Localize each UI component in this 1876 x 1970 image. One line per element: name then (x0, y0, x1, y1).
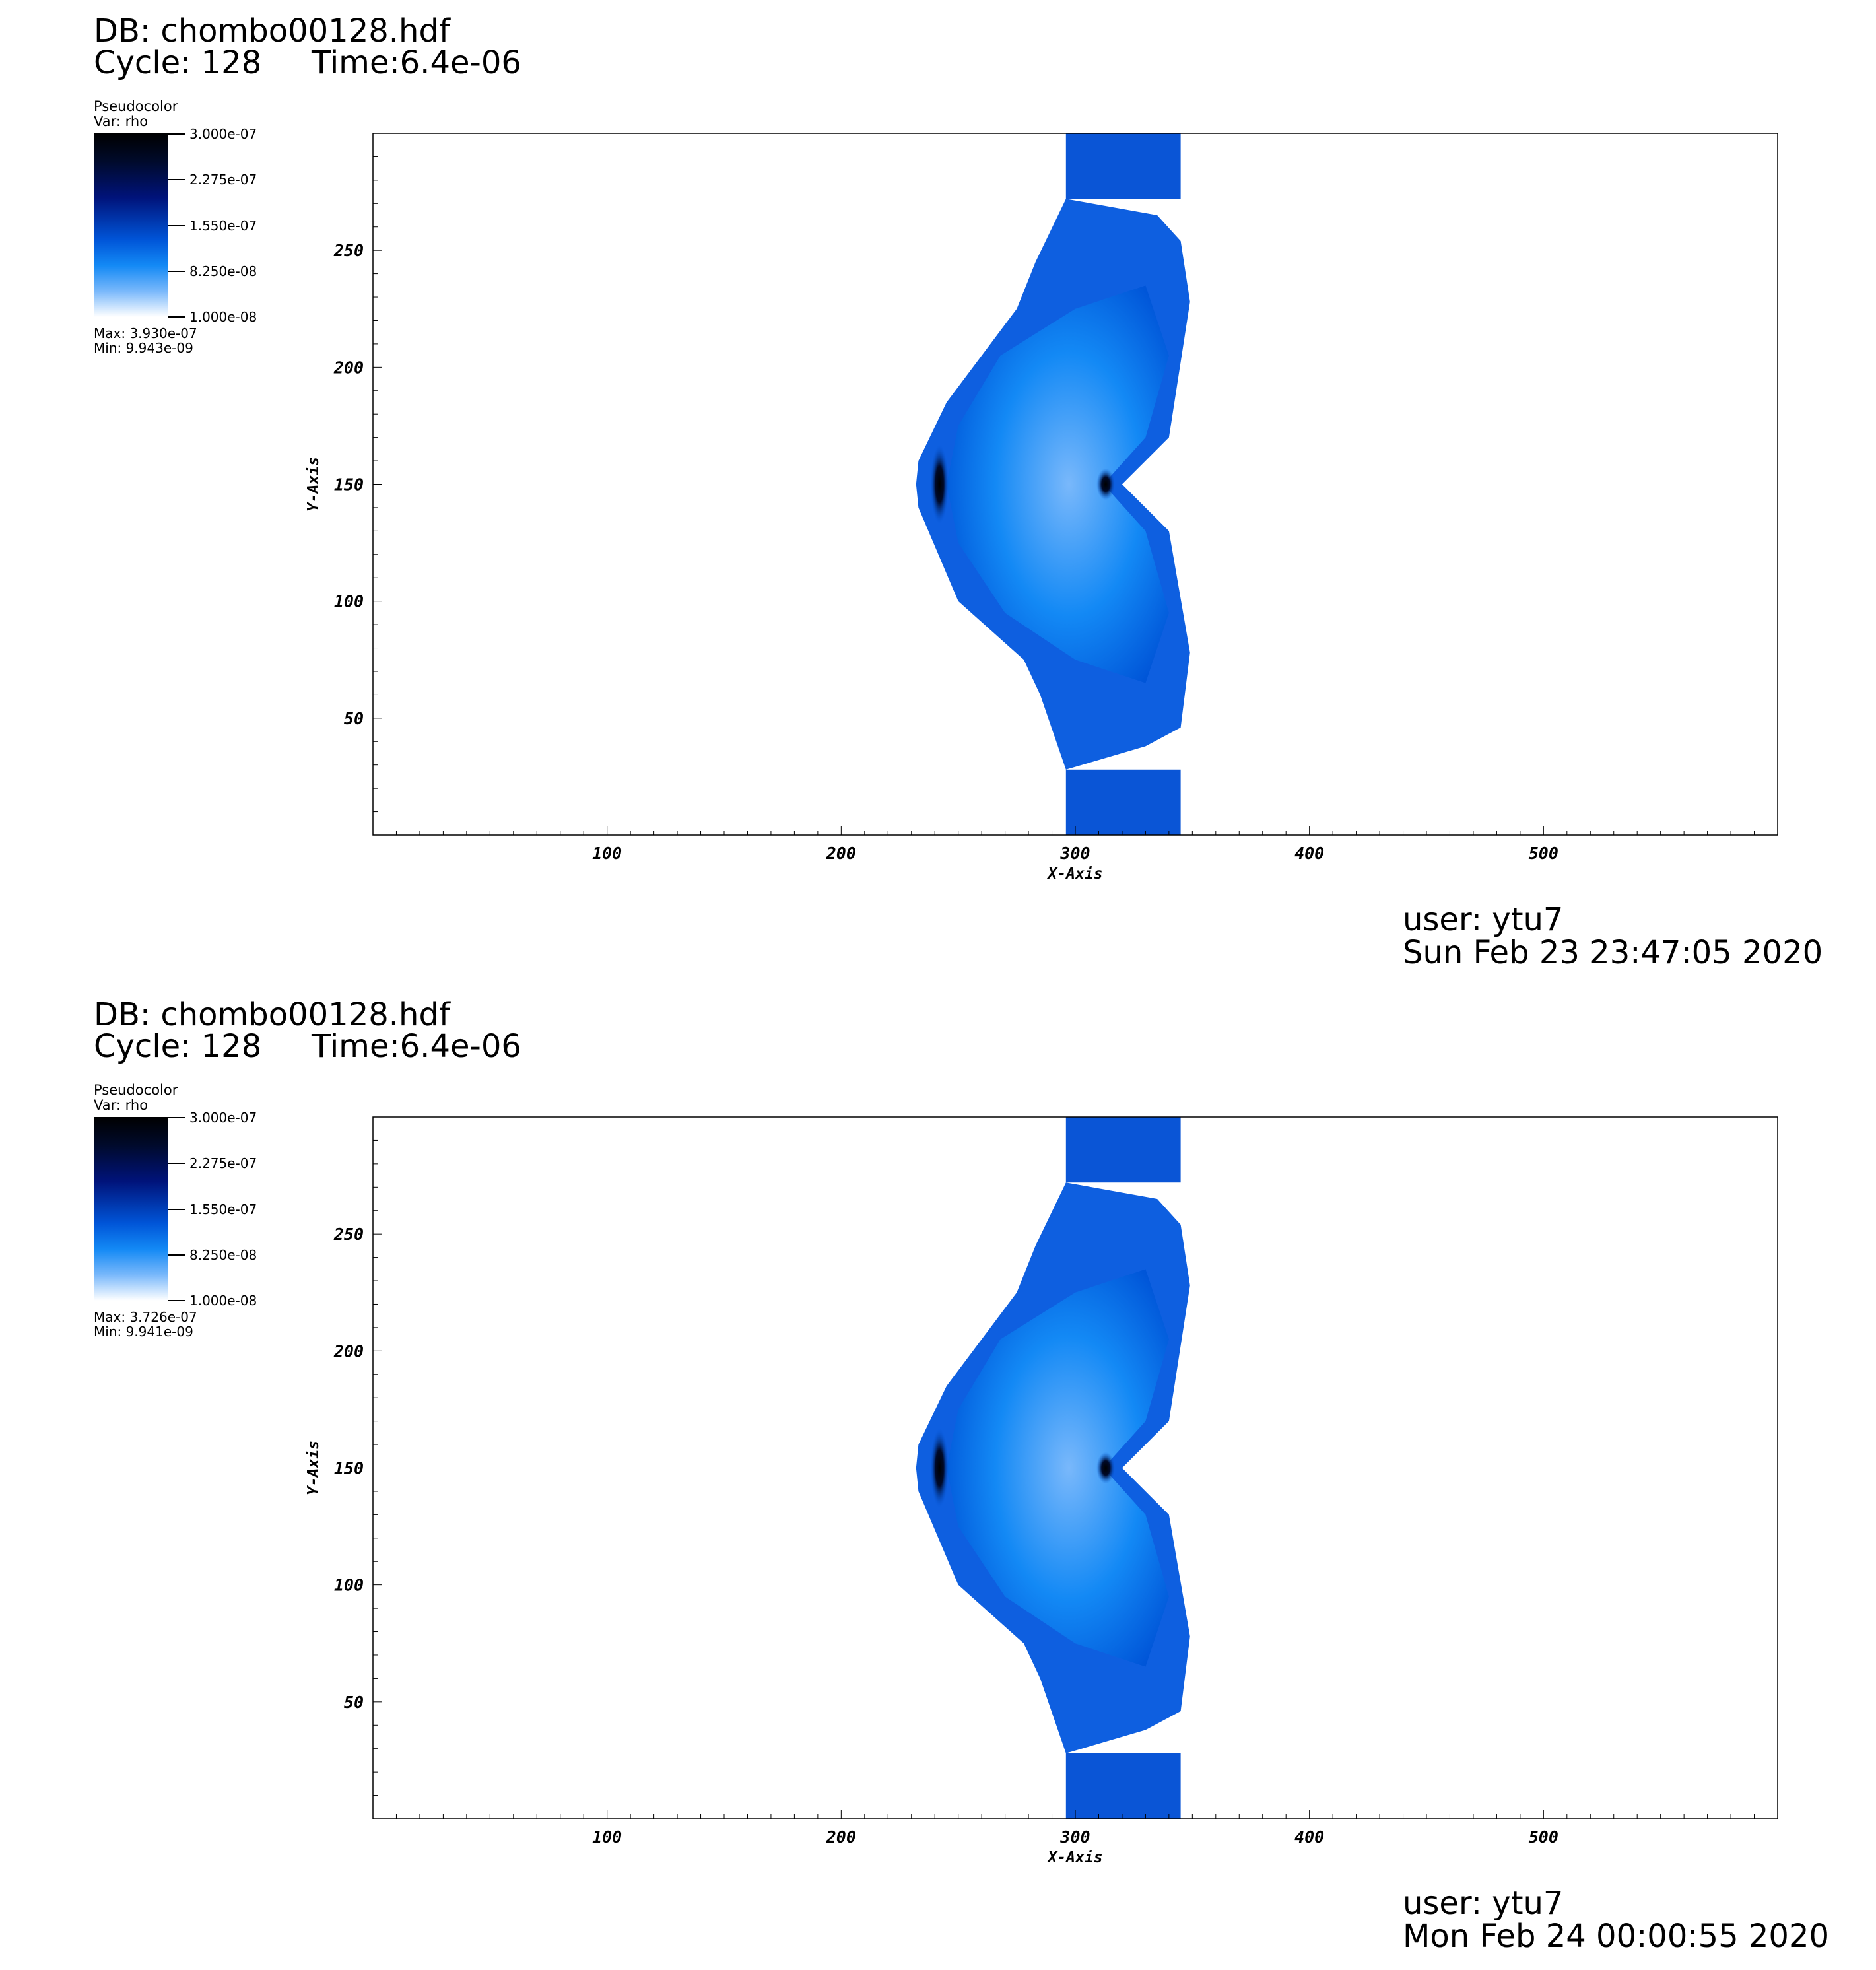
plot-panel: DB: chombo00128.hdf Cycle: 128 Time:6.4e… (0, 0, 1876, 977)
y-tick-label: 150 (334, 475, 364, 494)
colorbar-tick (168, 1209, 185, 1210)
user-label: user: ytu7 (1403, 901, 1564, 938)
colorbar-tick (168, 133, 185, 135)
x-tick-label: 200 (826, 844, 856, 863)
date-label: Mon Feb 24 00:00:55 2020 (1403, 1918, 1830, 1955)
time-label: Time:6.4e-06 (312, 44, 521, 81)
dense-knot (1096, 468, 1116, 500)
time-label: Time:6.4e-06 (312, 1028, 521, 1065)
colorbar-tick (168, 1117, 185, 1118)
colorbar-tick (168, 1300, 185, 1301)
x-tick-label: 500 (1529, 844, 1558, 863)
x-tick-label: 100 (592, 1827, 622, 1847)
legend-min: Min: 9.941e-09 (94, 1324, 193, 1340)
x-tick-label: 400 (1294, 844, 1324, 863)
colorbar-tick (168, 1163, 185, 1164)
legend-min: Min: 9.943e-09 (94, 340, 193, 356)
x-tick-label: 100 (592, 844, 622, 863)
y-tick-label: 100 (334, 592, 364, 611)
density-field (916, 133, 1190, 835)
colorbar-label: 3.000e-07 (189, 1110, 257, 1126)
x-tick-label: 300 (1059, 844, 1090, 863)
x-tick-label: 400 (1294, 1827, 1324, 1847)
rarefied-region (946, 1269, 1169, 1667)
y-tick-label: 200 (333, 1342, 364, 1361)
colorbar-tick (168, 179, 185, 180)
plot-area: 100 200 300 400 500 50 100 150 200 250 X-Axis Y-Axi… (305, 1116, 1778, 1866)
x-axis-title: X-Axis (1046, 1849, 1102, 1866)
dense-core (930, 1428, 949, 1508)
colorbar (94, 133, 168, 317)
y-axis-title: Y-Axis (305, 1441, 322, 1495)
colorbar-tick (168, 271, 185, 272)
database-label: DB: chombo00128.hdf (94, 13, 450, 50)
density-field (916, 1117, 1190, 1819)
colorbar-tick (168, 1254, 185, 1256)
slab-bottom (1065, 769, 1181, 835)
colorbar-tick (168, 316, 185, 318)
legend-variable: Var: rho (94, 114, 149, 129)
date-label: Sun Feb 23 23:47:05 2020 (1403, 934, 1823, 971)
y-tick-label: 200 (333, 358, 364, 377)
legend-max: Max: 3.930e-07 (94, 325, 197, 341)
dense-core (930, 444, 949, 524)
legend-title: Pseudocolor (94, 98, 178, 114)
cycle-label: Cycle: 128 (94, 44, 262, 81)
colorbar-label: 3.000e-07 (189, 126, 257, 142)
y-tick-label: 50 (344, 1693, 364, 1712)
slab-top (1065, 133, 1181, 199)
slab-top (1065, 1117, 1181, 1183)
y-tick-label: 50 (344, 709, 364, 728)
colorbar-label: 8.250e-08 (189, 1247, 257, 1263)
y-tick-label: 250 (333, 241, 364, 260)
x-tick-label: 500 (1529, 1827, 1558, 1847)
dense-knot (1096, 1452, 1116, 1484)
y-tick-label: 100 (334, 1576, 364, 1595)
colorbar-label: 1.550e-07 (189, 218, 257, 234)
plot-area: 100 200 300 400 500 50 100 150 200 250 X-Axis Y-Axi… (305, 133, 1778, 883)
colorbar (94, 1117, 168, 1301)
colorbar-label: 2.275e-07 (189, 172, 257, 187)
cycle-label: Cycle: 128 (94, 1028, 262, 1065)
x-axis-title: X-Axis (1046, 866, 1102, 883)
database-label: DB: chombo00128.hdf (94, 996, 450, 1033)
colorbar-label: 1.000e-08 (189, 1293, 257, 1308)
colorbar-label: 8.250e-08 (189, 263, 257, 279)
y-axis-title: Y-Axis (305, 457, 322, 512)
legend-max: Max: 3.726e-07 (94, 1309, 197, 1325)
user-label: user: ytu7 (1403, 1885, 1564, 1922)
slab-bottom (1065, 1753, 1181, 1819)
colorbar-label: 1.000e-08 (189, 309, 257, 325)
x-tick-label: 200 (826, 1827, 856, 1847)
colorbar-label: 2.275e-07 (189, 1155, 257, 1171)
rarefied-region (946, 285, 1169, 683)
colorbar-tick (168, 225, 185, 226)
legend-variable: Var: rho (94, 1097, 149, 1113)
y-tick-label: 250 (333, 1225, 364, 1244)
x-tick-label: 300 (1059, 1827, 1090, 1847)
colorbar-label: 1.550e-07 (189, 1202, 257, 1217)
plot-panel: DB: chombo00128.hdf Cycle: 128 Time:6.4e… (0, 984, 1876, 1961)
legend-title: Pseudocolor (94, 1082, 178, 1098)
y-tick-label: 150 (334, 1459, 364, 1478)
